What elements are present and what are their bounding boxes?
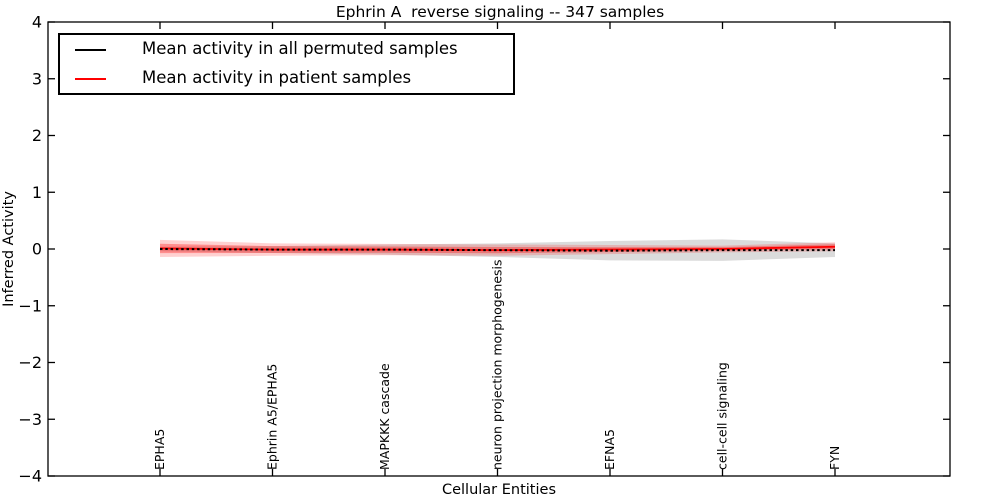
legend-label-permuted: Mean activity in all permuted samples <box>142 39 458 59</box>
legend-line-sample-black <box>75 48 106 51</box>
y-tick-label: 3 <box>32 69 42 88</box>
legend-label-patient: Mean activity in patient samples <box>142 68 412 88</box>
y-tick-label: 1 <box>32 183 42 202</box>
y-tick-label: −2 <box>18 353 42 372</box>
x-tick-label: neuron projection morphogenesis <box>490 259 505 470</box>
legend-item-permuted: Mean activity in all permuted samples <box>60 39 513 61</box>
x-tick-label: FYN <box>827 446 842 470</box>
legend-item-patient: Mean activity in patient samples <box>60 68 513 90</box>
x-tick-label: Ephrin A5/EPHA5 <box>265 364 280 470</box>
y-tick-label: −4 <box>18 467 42 486</box>
x-tick-label: EFNA5 <box>602 429 617 470</box>
y-tick-label: −3 <box>18 410 42 429</box>
y-tick-label: 2 <box>32 126 42 145</box>
chart-title: Ephrin A reverse signaling -- 347 sample… <box>336 3 664 21</box>
patient-band-outer <box>160 239 835 257</box>
x-axis-label: Cellular Entities <box>442 482 556 498</box>
x-tick-label: MAPKKK cascade <box>377 363 392 470</box>
patient-band-inner <box>160 243 835 254</box>
y-tick-label: 0 <box>32 240 42 259</box>
legend: Mean activity in all permuted samples Me… <box>58 33 515 95</box>
legend-line-sample-red <box>75 77 106 80</box>
y-axis-label: Inferred Activity <box>1 191 17 307</box>
series-lines <box>159 245 836 252</box>
x-tick-label: cell-cell signaling <box>715 362 730 470</box>
x-tick-label: EPHA5 <box>152 429 167 470</box>
permuted-line <box>159 248 835 252</box>
axes-frame: 4 3 2 1 0 −1 −2 −3 −4 EPHA5 Ephrin A5/EPHA5 MAPKKK … <box>18 13 951 486</box>
y-tick-label: 4 <box>32 13 42 32</box>
y-tick-label: −1 <box>18 296 42 315</box>
